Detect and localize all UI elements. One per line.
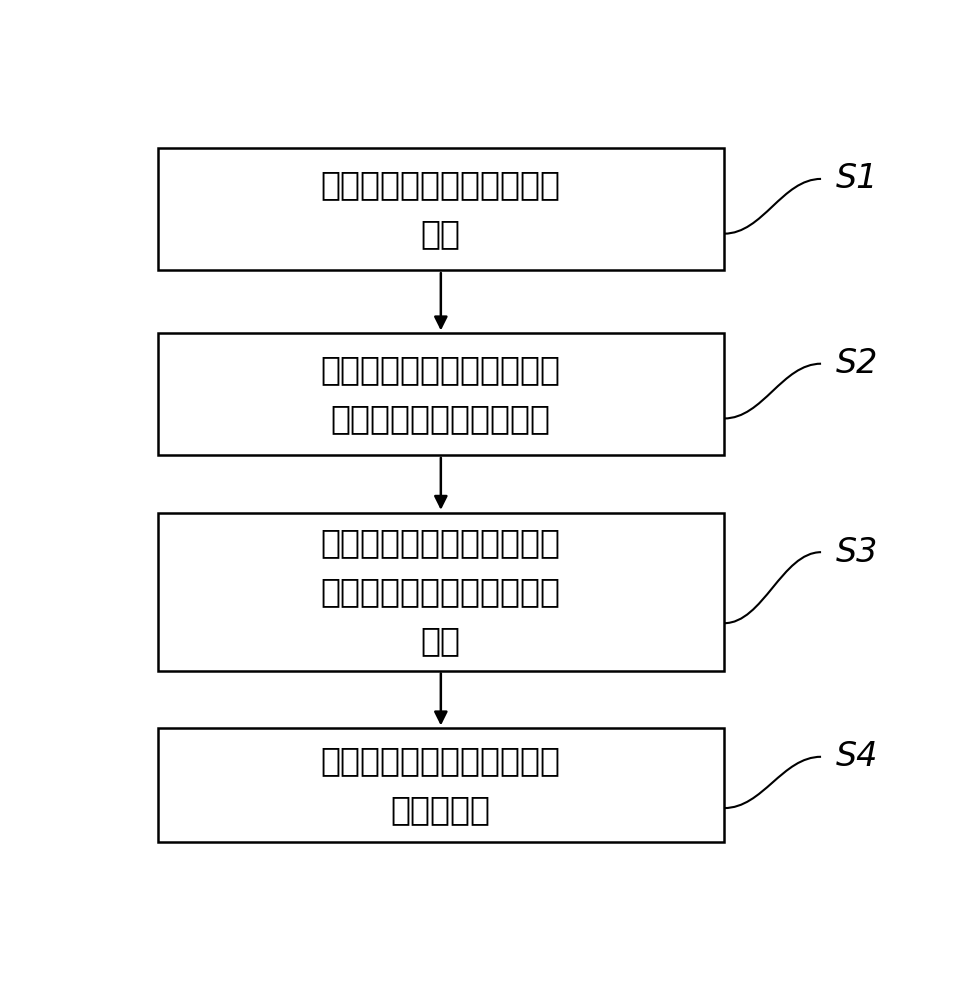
Bar	[158, 513, 724, 671]
Text: 计算抑制电池热扩散所需的
冷却液剂量: 计算抑制电池热扩散所需的 冷却液剂量	[321, 744, 560, 826]
Bar	[158, 333, 724, 455]
Text: S4: S4	[835, 740, 877, 773]
Bar	[158, 728, 724, 842]
Text: 调整冷却液流量，使回收装
置内的冷却液剂量不大于预
设值: 调整冷却液流量，使回收装 置内的冷却液剂量不大于预 设值	[321, 527, 560, 657]
Text: S1: S1	[835, 162, 877, 195]
Text: S3: S3	[835, 536, 877, 569]
Bar	[158, 148, 724, 270]
Text: 冷却液自高位容器进入换热
器，并抑制电池的热扩散: 冷却液自高位容器进入换热 器，并抑制电池的热扩散	[321, 353, 560, 435]
Text: S2: S2	[835, 347, 877, 380]
Text: 加热电池，并使电池发生热
扩散: 加热电池，并使电池发生热 扩散	[321, 169, 560, 250]
